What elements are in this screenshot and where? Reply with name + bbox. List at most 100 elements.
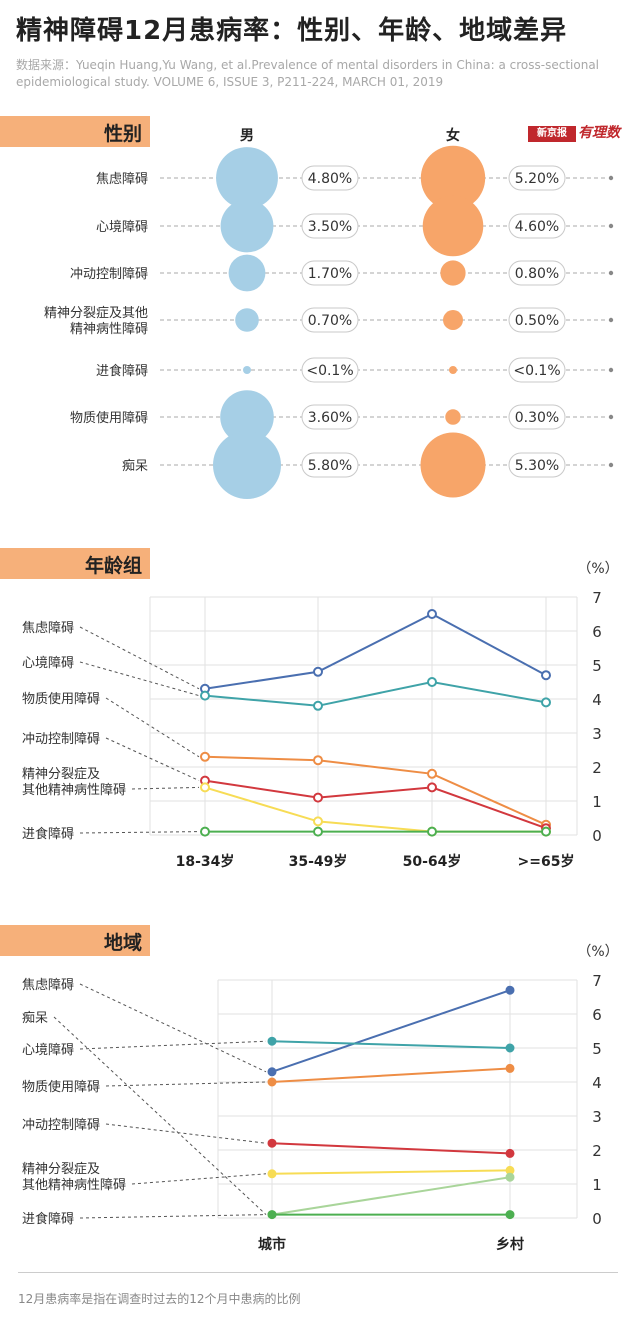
female-value-pill-3 (508, 307, 566, 333)
leader-line-1 (53, 1016, 267, 1215)
y-tick-6: 6 (592, 1006, 602, 1024)
male-value-pill-5 (301, 404, 359, 430)
legend-male: 男 (240, 128, 254, 144)
female-value-label-2: 0.80% (515, 266, 559, 282)
leader-line-0 (79, 626, 200, 690)
series-line-0 (271, 989, 511, 1073)
series-1-point-0 (200, 690, 210, 701)
category-label-0-line-0: 焦虑障碍 (96, 172, 148, 187)
row-end-dot-2 (608, 270, 614, 276)
leader-line-4 (131, 786, 200, 790)
y-unit-label: （%） (577, 561, 618, 577)
section-header-gender: 性别 (0, 116, 150, 147)
row-end-dot-1 (608, 223, 614, 229)
leader-line-5 (79, 831, 200, 834)
male-value-pill-2 (301, 260, 359, 286)
series-5-point-0 (200, 826, 210, 837)
series-0-point-2 (427, 609, 437, 619)
category-label-3-line-1: 精神病性障碍 (70, 322, 148, 337)
leader-line-2 (79, 1040, 267, 1050)
series-label-2-line-0: 物质使用障碍 (22, 691, 100, 707)
row-end-dot-5 (608, 414, 614, 420)
series-label-0-line-0: 焦虑障碍 (22, 621, 74, 636)
logo-box: 新京报 (528, 126, 576, 142)
male-value-pill-3 (301, 307, 359, 333)
series-6-point-0 (267, 1210, 277, 1220)
male-bubble-0 (216, 147, 278, 209)
section-title-age: 年龄组 (84, 555, 142, 577)
row-end-dot-0 (608, 175, 614, 181)
series-line-2 (271, 1067, 511, 1083)
series-4-point-0 (200, 782, 210, 793)
series-1-point-1 (313, 700, 323, 711)
male-value-label-6: 5.80% (308, 458, 352, 474)
leader-line-4 (105, 1123, 267, 1144)
y-tick-7: 7 (592, 972, 602, 990)
category-label-3-line-0: 精神分裂症及其他 (44, 306, 148, 321)
x-tick-0: 城市 (258, 1236, 286, 1253)
series-5-point-1 (313, 826, 323, 837)
y-tick-2: 2 (592, 1142, 602, 1160)
series-4-point-1 (313, 816, 323, 827)
y-tick-3: 3 (592, 725, 602, 743)
series-label-3-line-0: 冲动控制障碍 (22, 732, 100, 747)
series-line-3 (271, 1142, 511, 1155)
y-tick-0: 0 (592, 827, 602, 845)
leader-line-3 (105, 1081, 267, 1087)
y-tick-1: 1 (592, 793, 602, 811)
male-value-label-5: 3.60% (308, 410, 352, 426)
female-value-label-5: 0.30% (515, 410, 559, 426)
female-bubble-1 (422, 195, 484, 257)
female-value-label-0: 5.20% (515, 171, 559, 187)
series-label-6-line-0: 进食障碍 (22, 1211, 74, 1227)
female-value-label-6: 5.30% (515, 458, 559, 474)
female-value-pill-6 (508, 452, 566, 478)
male-value-pill-0 (301, 165, 359, 191)
series-label-1-line-0: 痴呆 (22, 1010, 48, 1026)
series-label-2-line-0: 心境障碍 (22, 1043, 74, 1058)
leader-line-3 (105, 737, 200, 782)
series-label-3-line-0: 物质使用障碍 (22, 1079, 100, 1095)
male-bubble-2 (228, 254, 266, 292)
female-value-label-3: 0.50% (515, 313, 559, 329)
series-line-4 (271, 1169, 511, 1175)
series-line-1 (271, 1040, 511, 1049)
female-value-pill-2 (508, 260, 566, 286)
x-tick-2: 50-64岁 (403, 853, 462, 870)
leader-line-0 (79, 983, 267, 1073)
age-line-chart: （%） 0 1 2 3 4 5 6 7 18-34岁 35-49岁 50-64岁 >=65岁 焦虑障碍心境… (22, 561, 619, 870)
y-tick-4: 4 (592, 1074, 602, 1092)
page-title: 精神障碍12月患病率：性别、年龄、地域差异 (16, 16, 568, 46)
male-bubble-6 (213, 431, 281, 499)
series-line-1 (204, 680, 547, 707)
series-5-point-1 (505, 1172, 515, 1182)
footnote-divider (18, 1272, 618, 1273)
male-value-pill-1 (301, 213, 359, 239)
male-bubble-5 (220, 390, 274, 444)
series-label-0-line-0: 焦虑障碍 (22, 978, 74, 993)
series-3-point-2 (427, 782, 437, 793)
series-1-point-0 (267, 1036, 277, 1046)
logo-script: 有理数 (578, 125, 620, 141)
female-bubble-2 (440, 260, 466, 286)
section-title-region: 地域 (103, 932, 142, 954)
series-line-2 (204, 755, 547, 826)
male-value-label-3: 0.70% (308, 313, 352, 329)
male-value-pill-6 (301, 452, 359, 478)
y-tick-5: 5 (592, 657, 602, 675)
series-label-1-line-0: 心境障碍 (22, 656, 74, 671)
y-unit-label: （%） (577, 944, 618, 960)
region-line-chart: （%） 0 1 2 3 4 5 6 7 城市 乡村 焦虑障碍痴呆心境障碍物质使用障碍冲动控制障碍精神分… (22, 944, 619, 1253)
series-label-4-line-0: 精神分裂症及 (22, 767, 100, 782)
series-3-point-1 (313, 792, 323, 803)
x-tick-0: 18-34岁 (176, 853, 235, 870)
series-label-4-line-0: 冲动控制障碍 (22, 1118, 100, 1133)
female-bubble-0 (420, 145, 486, 211)
x-tick-1: 35-49岁 (289, 853, 348, 870)
female-bubble-4 (449, 366, 457, 374)
series-3-point-1 (505, 1148, 515, 1158)
series-4-point-0 (267, 1169, 277, 1179)
female-value-pill-0 (508, 165, 566, 191)
male-bubble-4 (243, 366, 251, 374)
series-label-4-line-1: 其他精神病性障碍 (22, 783, 126, 798)
